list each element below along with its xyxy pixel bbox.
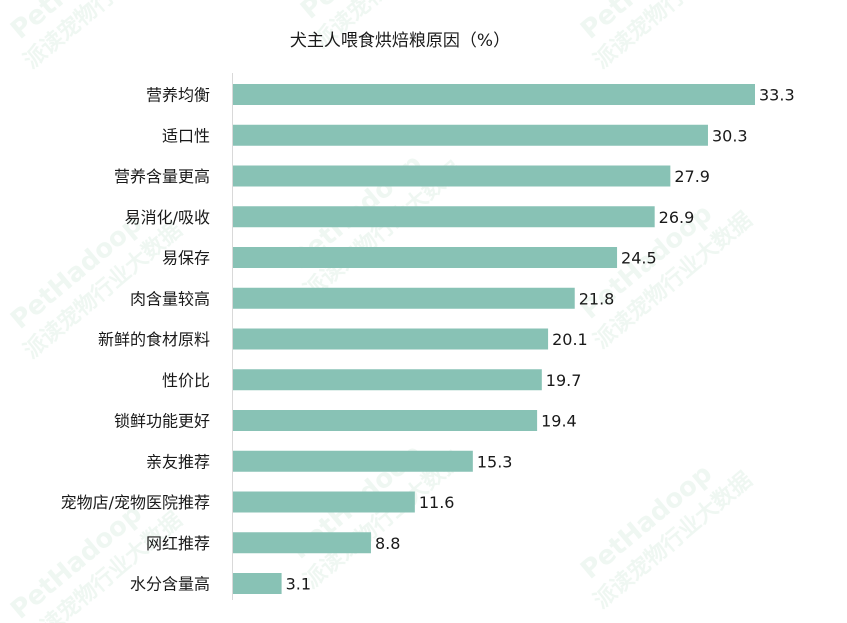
bar bbox=[233, 410, 538, 431]
category-label: 营养含量更高 bbox=[114, 167, 210, 186]
bar bbox=[233, 124, 708, 146]
value-label: 20.1 bbox=[552, 330, 588, 349]
value-label: 27.9 bbox=[674, 167, 710, 186]
value-label: 11.6 bbox=[419, 493, 455, 512]
category-label: 易保存 bbox=[162, 249, 210, 268]
bar bbox=[233, 84, 755, 105]
category-label: 新鲜的食材原料 bbox=[98, 330, 210, 349]
value-label: 15.3 bbox=[477, 452, 513, 471]
category-label: 水分含量高 bbox=[130, 575, 210, 594]
bar bbox=[233, 491, 415, 513]
bar bbox=[233, 573, 282, 594]
value-label: 26.9 bbox=[659, 208, 695, 227]
value-label: 19.7 bbox=[546, 371, 582, 390]
bar bbox=[233, 247, 618, 268]
bar bbox=[233, 369, 542, 391]
category-label: 易消化/吸收 bbox=[125, 208, 210, 227]
value-label: 19.4 bbox=[541, 412, 577, 431]
bar bbox=[233, 206, 655, 228]
bar bbox=[233, 328, 549, 350]
bar bbox=[233, 532, 371, 554]
category-label: 性价比 bbox=[162, 371, 210, 390]
value-label: 3.1 bbox=[286, 575, 311, 594]
category-label: 网红推荐 bbox=[146, 534, 210, 553]
bar bbox=[233, 287, 575, 309]
category-label: 营养均衡 bbox=[146, 86, 210, 105]
category-label: 宠物店/宠物医院推荐 bbox=[61, 493, 210, 512]
value-label: 30.3 bbox=[712, 126, 748, 145]
category-label: 亲友推荐 bbox=[146, 452, 210, 471]
category-label: 适口性 bbox=[162, 126, 210, 145]
bar-series: 营养均衡 33.3 适口性 30.3 营养含量更高 27.9 易消化/吸收 26.9 易保存 24… bbox=[61, 84, 795, 594]
value-label: 33.3 bbox=[759, 86, 795, 105]
bar bbox=[233, 165, 671, 187]
value-label: 24.5 bbox=[621, 249, 657, 268]
bar bbox=[233, 450, 473, 472]
category-label: 锁鲜功能更好 bbox=[114, 412, 210, 431]
chart-title: 犬主人喂食烘焙粮原因（%） bbox=[290, 31, 510, 51]
category-label: 肉含量较高 bbox=[130, 289, 210, 308]
value-label: 21.8 bbox=[579, 289, 615, 308]
value-label: 8.8 bbox=[375, 534, 400, 553]
